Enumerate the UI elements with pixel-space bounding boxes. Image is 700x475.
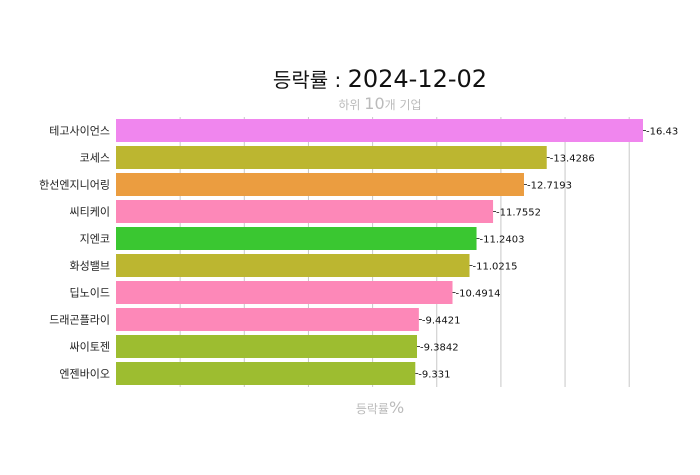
category-label: 화성밸브 — [70, 260, 110, 273]
data-label: -16.43 — [646, 127, 678, 138]
subtitle-suffix: 개 기업 — [384, 98, 422, 112]
bar — [116, 227, 477, 250]
bar — [116, 119, 643, 142]
subtitle-count: 10 — [364, 94, 385, 113]
chart-subtitle: 하위 10개 기업 — [0, 94, 700, 113]
category-label: 싸이토젠 — [70, 341, 110, 354]
data-label: -12.7193 — [527, 181, 572, 192]
bar — [116, 362, 416, 385]
data-label: -9.4421 — [422, 316, 461, 327]
bar — [116, 173, 524, 196]
data-label: -11.2403 — [480, 235, 525, 246]
data-label: -11.7552 — [496, 208, 541, 219]
bar — [116, 281, 453, 304]
bar — [116, 200, 494, 223]
x-axis-label: 등락률% — [0, 398, 700, 417]
data-label: -9.331 — [418, 370, 450, 381]
data-label: -9.3842 — [420, 343, 459, 354]
category-label: 딥노이드 — [70, 287, 110, 300]
data-label: -11.0215 — [473, 262, 518, 273]
category-label: 코세스 — [80, 152, 110, 165]
subtitle-prefix: 하위 — [338, 98, 365, 112]
data-label: -13.4286 — [550, 154, 595, 165]
category-label: 테고사이언스 — [49, 125, 110, 138]
x-axis-label-unit: % — [388, 398, 405, 417]
bar — [116, 335, 418, 358]
data-label: -10.4914 — [456, 289, 501, 300]
chart-title: 등락률 : 2024-12-02 — [0, 64, 700, 93]
category-label: 한선엔지니어링 — [39, 179, 110, 192]
category-label: 지엔코 — [80, 233, 110, 246]
title-prefix: 등락률 : — [272, 68, 348, 92]
x-axis-label-text: 등락률 — [355, 402, 389, 416]
category-label: 씨티케이 — [70, 206, 110, 219]
bar — [116, 308, 419, 331]
category-label: 엔젠바이오 — [59, 368, 110, 381]
category-label: 드래곤플라이 — [49, 314, 110, 327]
bar — [116, 254, 470, 277]
title-date: 2024-12-02 — [347, 65, 488, 93]
bar — [116, 146, 547, 169]
